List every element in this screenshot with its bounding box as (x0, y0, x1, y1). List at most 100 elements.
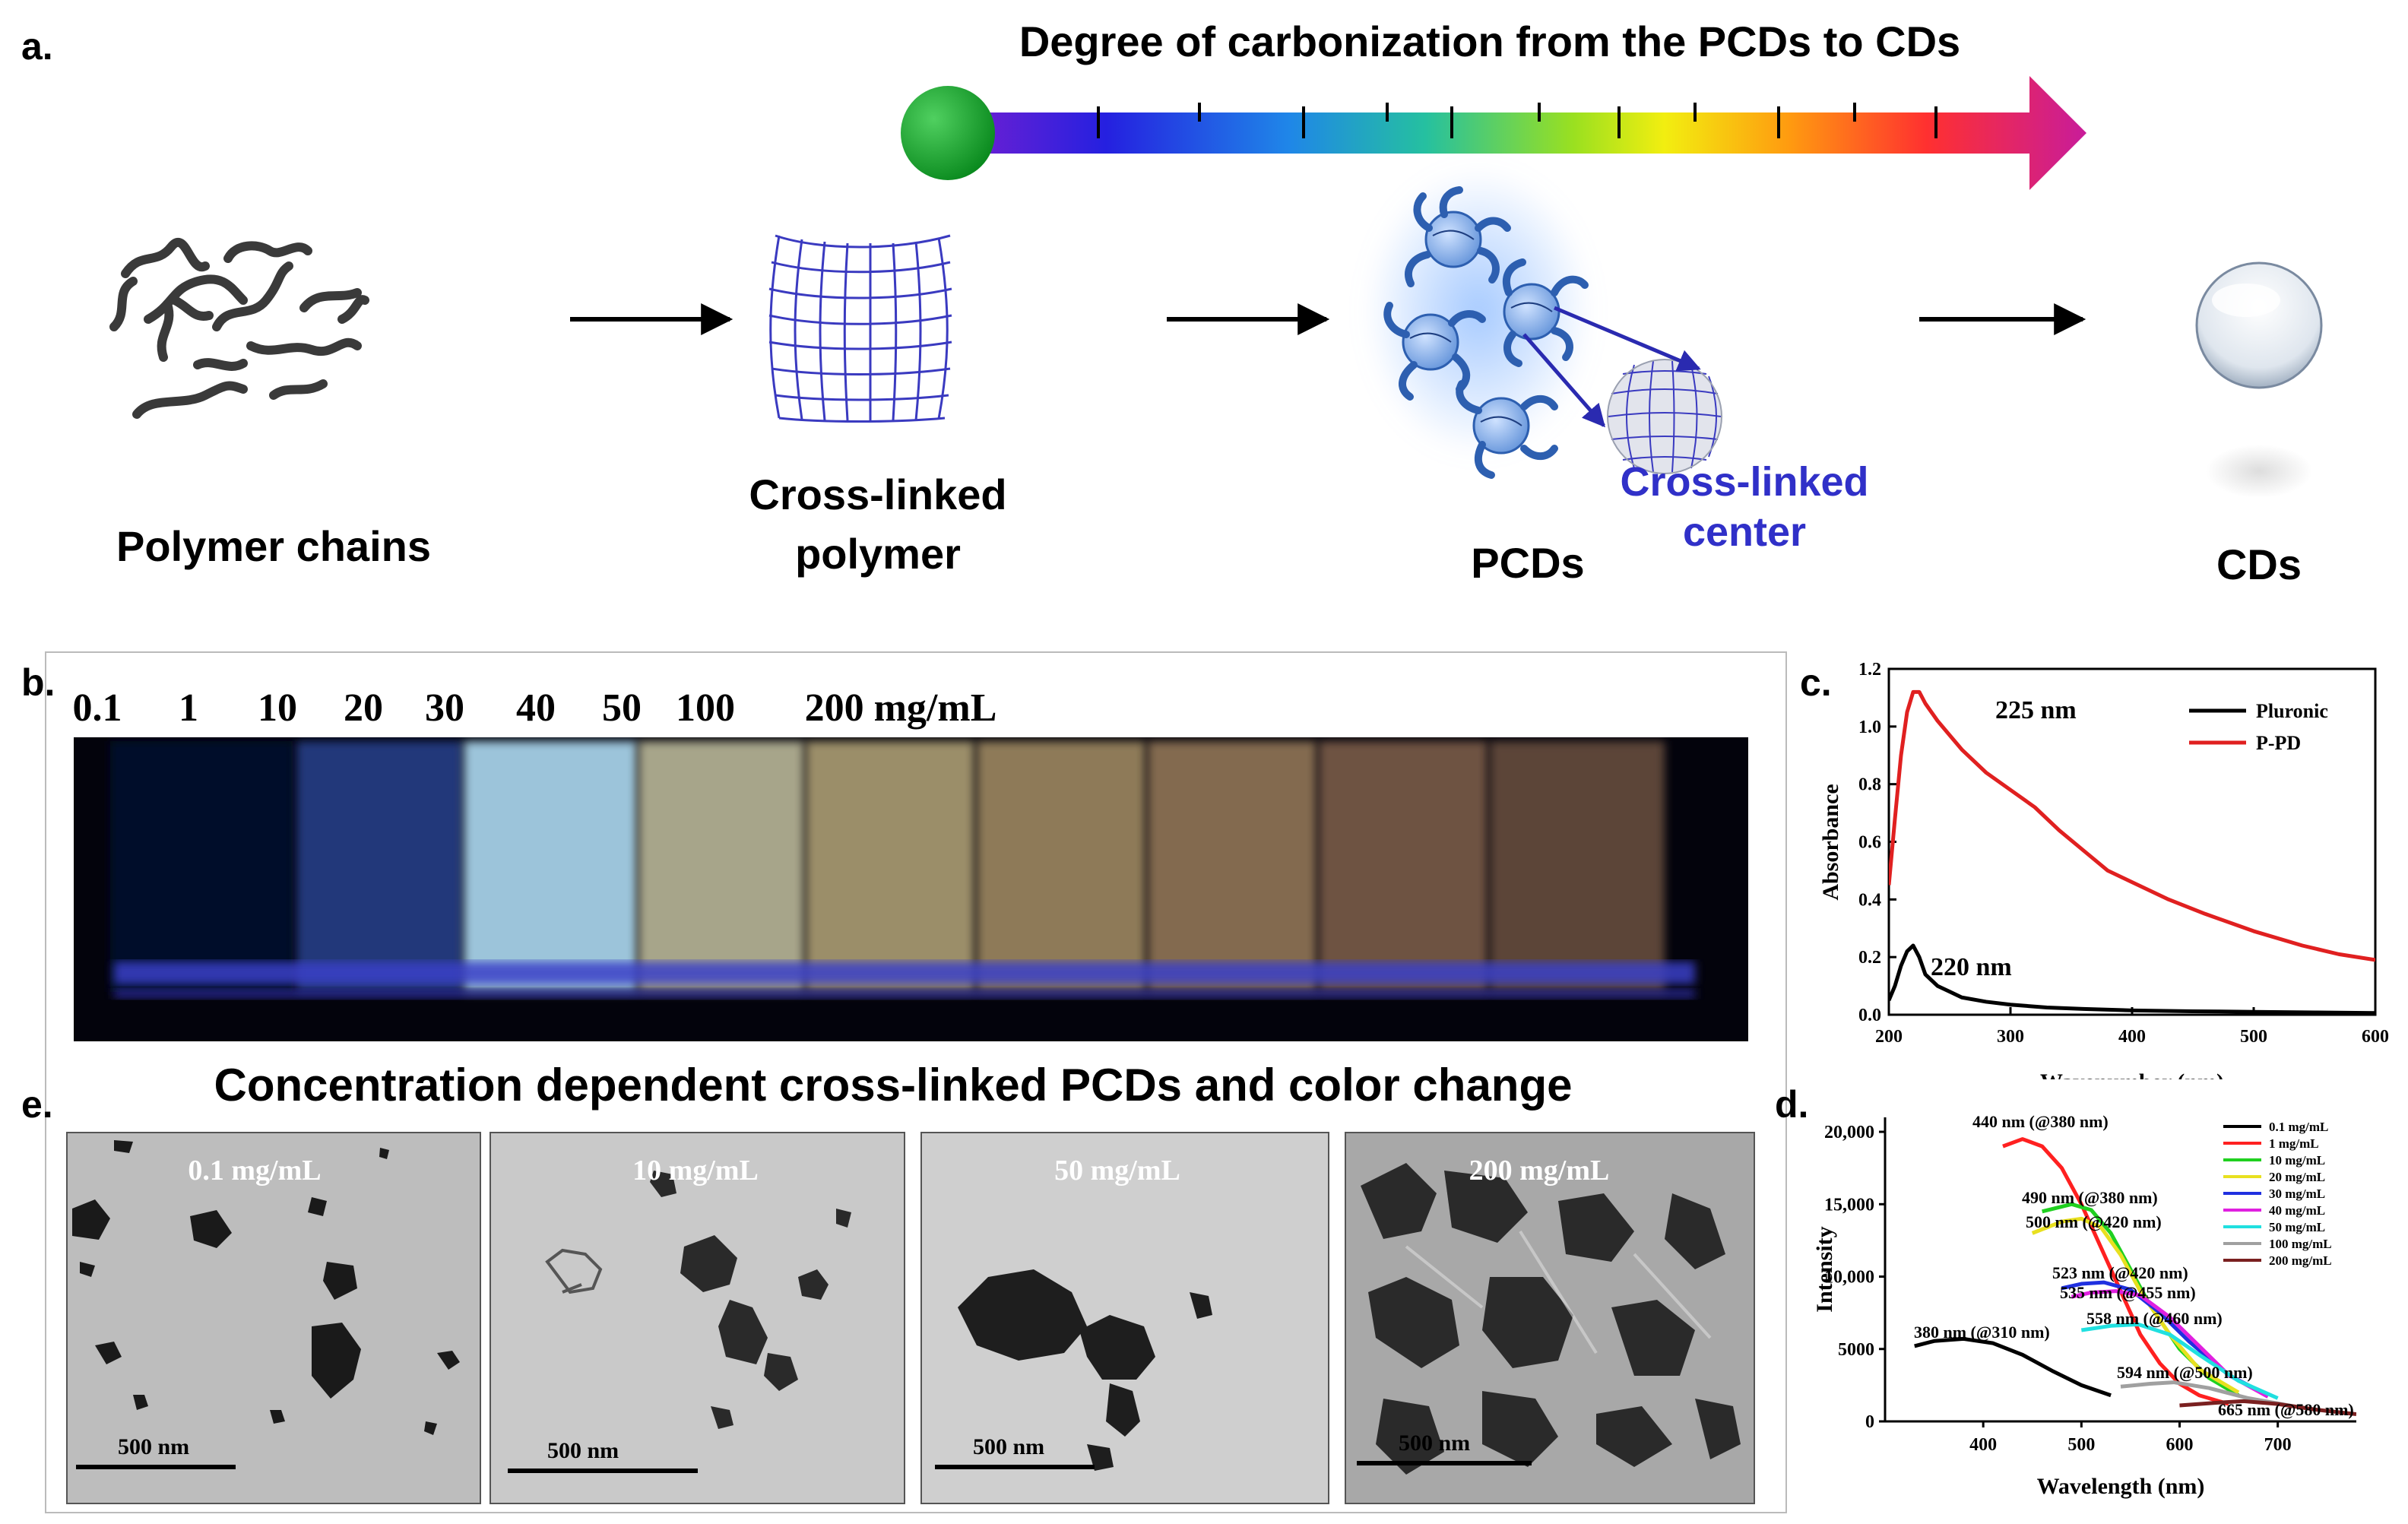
panel-b-frame (45, 651, 1787, 1513)
y-tick-label: 15,000 (1824, 1195, 1874, 1215)
legend-label: 10 mg/mL (2269, 1153, 2325, 1168)
panel-c-x-ticks: 200 300 400 500 600 (1875, 1007, 2389, 1047)
step-label-polymer-chains: Polymer chains (116, 522, 431, 570)
series-line-100-mg-ml (2120, 1380, 2298, 1409)
legend-label: 0.1 mg/mL (2269, 1120, 2328, 1134)
tem-tile-10: 10 mg/mL 500 nm (490, 1132, 905, 1504)
vial (806, 741, 974, 992)
y-tick-label: 0.4 (1858, 890, 1881, 910)
y-tick-label: 0.8 (1858, 775, 1881, 795)
y-tick-label: 10,000 (1824, 1268, 1874, 1288)
series-line-20-mg-ml (2031, 1216, 2240, 1395)
x-tick-label: 700 (2264, 1435, 2292, 1455)
panel-d-ylabel: Intensity (1812, 1226, 1837, 1312)
legend-label: 20 mg/mL (2269, 1170, 2325, 1184)
concentration-label: 50 (602, 686, 642, 730)
panel-b-label: b. (21, 661, 55, 704)
concentration-label: 30 (425, 686, 464, 730)
panel-d-label: d. (1775, 1083, 1808, 1126)
annotation-665: 665 nm (@580 nm) (2218, 1400, 2354, 1419)
tile-title-50: 50 mg/mL (1054, 1155, 1180, 1187)
panel-b-caption: Concentration dependent cross-linked PCD… (214, 1060, 1573, 1111)
annotation-535: 535 nm (@455 nm) (2060, 1283, 2196, 1302)
callout-label-line1: Cross-linked (1620, 459, 1868, 505)
scale-bar-0-1: 500 nm (118, 1434, 189, 1459)
annotation-500: 500 nm (@420 nm) (2026, 1212, 2162, 1231)
concentration-labels: 0.1 1 10 20 30 40 50 100 200 mg/mL (73, 686, 997, 730)
step-label-polymer: polymer (795, 530, 961, 578)
concentration-label: 20 (344, 686, 383, 730)
scale-bar-10: 500 nm (547, 1438, 619, 1463)
series-line-0-1-mg-ml (1914, 1336, 2112, 1398)
y-tick-label: 20,000 (1824, 1123, 1874, 1142)
series-line-pluronic (1889, 943, 2375, 1015)
legend-label: 50 mg/mL (2269, 1220, 2325, 1234)
legend-label: 1 mg/mL (2269, 1136, 2319, 1151)
concentration-label: 10 (258, 686, 297, 730)
legend-label: 30 mg/mL (2269, 1187, 2325, 1201)
y-tick-label: 0.2 (1858, 948, 1881, 968)
panel-c-legend: Pluronic P-PD (2189, 700, 2328, 754)
legend-label: 200 mg/mL (2269, 1253, 2332, 1268)
panel-c-annotation-225: 225 nm (1995, 696, 2077, 724)
panel-c-label: c. (1800, 661, 1832, 704)
x-tick-label: 500 (2067, 1435, 2095, 1455)
panel-d-y-ticks: 0 5000 10,000 15,000 20,000 (1824, 1123, 1885, 1432)
vial (1490, 741, 1665, 992)
vial (1319, 741, 1488, 992)
y-tick-label: 0.0 (1858, 1006, 1881, 1025)
step-label-cds: CDs (2216, 540, 2302, 588)
x-tick-label: 200 (1875, 1027, 1903, 1047)
scale-bar-200: 500 nm (1399, 1431, 1470, 1456)
annotation-523: 523 nm (@420 nm) (2052, 1263, 2188, 1282)
y-tick-label: 5000 (1838, 1340, 1874, 1360)
tile-title-200: 200 mg/mL (1469, 1155, 1610, 1187)
panel-d-legend: 0.1 mg/mL 1 mg/mL 10 mg/mL 20 mg/mL 30 mg/mL… (2223, 1120, 2332, 1268)
panel-d-series (1914, 1137, 2356, 1416)
concentration-label: 1 (179, 686, 198, 730)
panel-c: c. 0.0 0.2 0.4 0.6 0.8 1.0 1.2 200 300 400 500 600… (1800, 660, 2389, 1095)
vial (1148, 741, 1316, 992)
vial (977, 741, 1145, 992)
step-label-pcds: PCDs (1471, 539, 1584, 587)
panel-d-annotations: 440 nm (@380 nm) 490 nm (@380 nm) 500 nm… (1914, 1112, 2354, 1419)
y-tick-label: 0 (1865, 1412, 1874, 1432)
annotation-490: 490 nm (@380 nm) (2022, 1188, 2158, 1207)
panel-c-y-ticks: 0.0 0.2 0.4 0.6 0.8 1.0 1.2 (1858, 660, 1896, 1025)
panel-d-xlabel: Wavelength (nm) (2037, 1474, 2205, 1499)
step-label-cross-linked: Cross-linked (749, 471, 1006, 518)
callout-arrow-1 (1554, 306, 1701, 372)
vial (638, 741, 804, 992)
panel-b: b. 0.1 1 10 20 30 40 50 100 200 mg/mL Concentrat… (21, 651, 1787, 1513)
x-tick-label: 400 (2118, 1027, 2146, 1047)
panel-d-background (1828, 1079, 2406, 1513)
scale-title: Degree of carbonization from the PCDs to… (1019, 17, 1960, 65)
legend-label: 40 mg/mL (2269, 1203, 2325, 1218)
panel-c-series (1889, 689, 2375, 1015)
panel-a-label: a. (21, 25, 53, 68)
legend-label: 100 mg/mL (2269, 1237, 2332, 1251)
annotation-380: 380 nm (@310 nm) (1914, 1323, 2050, 1342)
tem-tile-0-1: 0.1 mg/mL 500 nm (66, 1132, 481, 1504)
tem-tile-50: 50 mg/mL 500 nm (920, 1132, 1329, 1504)
vials-blue-base (114, 962, 1695, 999)
tem-tile-200: 200 mg/mL 500 nm (1345, 1132, 1755, 1504)
cds-sphere-icon (2195, 261, 2323, 498)
annotation-558: 558 nm (@460 nm) (2086, 1309, 2223, 1328)
concentration-label: 40 (516, 686, 556, 730)
start-ball-icon (901, 86, 995, 180)
cross-linked-polymer-icon (768, 234, 952, 423)
tile-title-0-1: 0.1 mg/mL (188, 1155, 321, 1187)
scale-bar-50: 500 nm (973, 1434, 1044, 1459)
vial (110, 741, 293, 992)
annotation-440: 440 nm (@380 nm) (1972, 1112, 2109, 1131)
panel-e-label: e. (21, 1083, 53, 1126)
carbonization-scale-arrow (901, 76, 2086, 190)
pcds-cluster-icon (1364, 167, 1592, 479)
x-tick-label: 600 (2166, 1435, 2194, 1455)
concentration-label: 200 mg/mL (805, 686, 997, 730)
vial (296, 741, 462, 992)
panel-a: a. Degree of carbonization from the PCDs… (21, 17, 2323, 588)
series-line-p-pd (1889, 689, 2375, 962)
